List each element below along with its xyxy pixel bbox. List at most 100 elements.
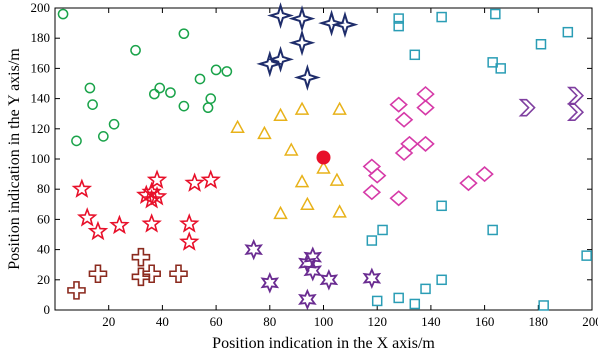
data-point-diamond-open xyxy=(416,99,435,116)
data-point-circle xyxy=(165,87,176,98)
data-point-square-open xyxy=(371,295,383,307)
y-tick-label: 60 xyxy=(37,211,50,226)
data-point-diamond-open xyxy=(459,175,478,192)
data-point-circle xyxy=(57,8,69,20)
x-tick-label: 20 xyxy=(102,314,115,329)
data-point-chevron xyxy=(518,98,536,117)
y-tick-label: 0 xyxy=(44,302,51,317)
data-point-star4 xyxy=(256,50,284,78)
data-point-chevron xyxy=(566,86,585,105)
data-point-square-open xyxy=(393,20,404,32)
data-point-diamond-open xyxy=(394,144,414,162)
series-circle-filled xyxy=(316,150,331,165)
data-point-diamond-open xyxy=(475,166,494,183)
data-point-circle xyxy=(97,131,109,142)
x-tick-label: 100 xyxy=(314,314,334,329)
series-triangle xyxy=(230,101,347,220)
data-point-star5 xyxy=(179,213,200,233)
data-point-square-open xyxy=(366,235,378,246)
data-point-star4 xyxy=(293,64,321,91)
data-point-circle xyxy=(87,99,98,110)
data-point-square-open xyxy=(490,8,501,20)
data-point-star4 xyxy=(288,29,316,57)
series-star4 xyxy=(256,2,359,91)
data-point-star5 xyxy=(71,178,93,198)
data-point-circle xyxy=(221,66,233,77)
data-point-star6 xyxy=(362,267,382,290)
data-point-triangle xyxy=(257,125,272,140)
y-tick-label: 80 xyxy=(37,181,50,196)
y-tick-label: 100 xyxy=(31,151,51,166)
data-point-triangle xyxy=(329,172,345,186)
data-point-cross xyxy=(67,281,86,300)
data-point-square-open xyxy=(436,274,447,286)
data-point-star6 xyxy=(303,246,323,268)
data-point-square-open xyxy=(393,13,404,24)
x-tick-label: 160 xyxy=(475,314,495,329)
y-tick-label: 140 xyxy=(31,91,51,106)
data-point-circle xyxy=(130,44,141,56)
series-star5 xyxy=(71,169,221,251)
data-point-diamond-open xyxy=(389,190,408,207)
data-point-chevron xyxy=(566,103,585,121)
y-tick-label: 20 xyxy=(37,272,50,287)
data-point-star5 xyxy=(141,213,162,233)
data-point-circle xyxy=(108,118,120,130)
data-point-circle xyxy=(84,82,96,94)
data-point-diamond-open xyxy=(416,135,435,152)
data-point-cross xyxy=(88,264,108,284)
data-point-circle xyxy=(202,102,214,114)
data-point-star5 xyxy=(184,172,205,192)
data-point-diamond-open xyxy=(362,184,382,201)
data-point-diamond-open xyxy=(362,158,382,175)
data-point-star6 xyxy=(260,272,280,294)
data-point-star6 xyxy=(303,259,323,282)
x-tick-label: 80 xyxy=(263,314,276,329)
axis-ticks: 20 40 60 80 100 120 140 160 180 200 0 20 40 60 80 100 12… xyxy=(31,0,598,329)
data-point-star5 xyxy=(179,231,200,251)
data-point-star5 xyxy=(146,185,168,206)
data-point-square-open xyxy=(393,292,404,304)
data-point-diamond-open xyxy=(389,96,408,113)
data-point-triangle xyxy=(230,119,245,134)
series-cross xyxy=(67,247,188,300)
data-point-circle xyxy=(154,82,166,94)
data-point-star5 xyxy=(87,220,109,241)
data-point-circle xyxy=(210,64,222,76)
data-point-circle xyxy=(178,28,190,40)
data-point-square-open xyxy=(436,200,447,212)
series-diamond-open xyxy=(362,86,494,207)
data-point-diamond-open xyxy=(394,111,414,128)
data-point-triangle xyxy=(284,142,299,156)
data-point-circle xyxy=(194,73,206,85)
data-point-star6 xyxy=(298,288,317,311)
x-tick-label: 60 xyxy=(210,314,223,329)
data-point-star4 xyxy=(267,2,294,29)
data-point-cross xyxy=(131,247,151,267)
data-point-square-open xyxy=(487,57,498,68)
data-point-square-open xyxy=(581,250,592,261)
data-point-triangle xyxy=(273,205,288,220)
data-point-star4 xyxy=(267,45,294,73)
data-point-star5 xyxy=(200,169,221,189)
data-points xyxy=(57,2,592,311)
data-point-star5 xyxy=(146,169,168,189)
data-point-square-open xyxy=(420,283,431,295)
data-point-circle xyxy=(71,135,82,147)
series-square-open xyxy=(366,8,592,311)
series-chevron xyxy=(518,86,585,121)
x-tick-label: 180 xyxy=(529,314,549,329)
data-point-diamond-open xyxy=(416,86,435,103)
data-point-star5 xyxy=(76,207,98,227)
data-point-triangle xyxy=(300,196,315,211)
data-point-square-open xyxy=(409,298,421,310)
data-point-square-open xyxy=(487,224,498,236)
data-point-triangle xyxy=(332,101,347,115)
data-point-square-open xyxy=(538,300,549,311)
data-point-cross xyxy=(169,264,188,284)
data-point-circle-filled xyxy=(316,150,331,165)
data-point-square-open xyxy=(562,26,574,38)
x-tick-label: 140 xyxy=(421,314,441,329)
data-point-circle xyxy=(148,88,160,100)
